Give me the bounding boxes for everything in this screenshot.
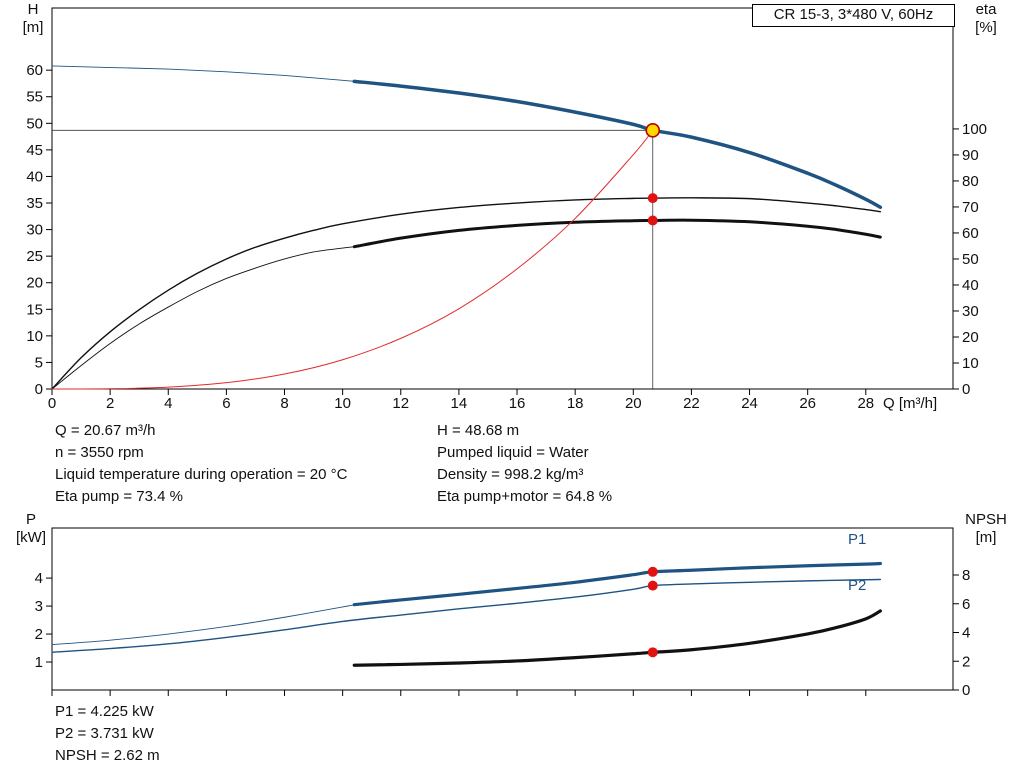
y-right-tick-label: 90 — [962, 147, 979, 164]
y-left-tick-label: 35 — [26, 195, 43, 212]
curve-p1-curve — [352, 561, 882, 607]
marker-eta-pump-motor-point — [647, 215, 658, 226]
q-axis-label: Q [m³/h] — [883, 395, 938, 412]
p-axis-label: P — [25, 511, 36, 528]
eta-axis-label: eta — [975, 1, 997, 18]
y-right-tick-label: 8 — [962, 567, 970, 584]
curve-system-curve — [51, 129, 654, 390]
pump-title-box: CR 15-3, 3*480 V, 60Hz — [752, 4, 955, 27]
info-line-density: Density = 998.2 kg/m³ — [437, 466, 584, 483]
curve-eta-pump-motor-curve — [352, 218, 882, 249]
npsh-axis-unit: [m] — [975, 529, 997, 546]
y-right-tick-label: 80 — [962, 173, 979, 190]
y-right-tick-label: 100 — [962, 121, 987, 138]
y-left-tick-label: 20 — [26, 275, 43, 292]
x-tick-label: 26 — [799, 395, 816, 412]
marker-npsh-point — [647, 647, 658, 658]
duty-info-left: Q = 20.67 m³/h n = 3550 rpm Liquid tempe… — [55, 422, 347, 510]
y-left-tick-label: 3 — [35, 598, 43, 615]
p2-curve-label: P2 — [848, 577, 867, 594]
x-tick-label: 10 — [334, 395, 351, 412]
y-left-tick-label: 40 — [26, 168, 43, 185]
x-tick-label: 28 — [857, 395, 874, 412]
y-right-tick-label: 6 — [962, 596, 970, 613]
curve-eta-pump-motor-extension — [51, 246, 355, 390]
x-tick-label: 4 — [164, 395, 172, 412]
y-left-tick-label: 4 — [35, 570, 43, 587]
duty-info-right: H = 48.68 m Pumped liquid = Water Densit… — [437, 422, 612, 510]
y-right-tick-label: 0 — [962, 682, 970, 699]
y-right-tick-label: 60 — [962, 225, 979, 242]
y-left-tick-label: 45 — [26, 142, 43, 159]
y-left-tick-label: 1 — [35, 654, 43, 671]
info-line-flow: Q = 20.67 m³/h — [55, 422, 156, 439]
x-tick-label: 16 — [509, 395, 526, 412]
x-tick-label: 20 — [625, 395, 642, 412]
p-axis-unit: [kW] — [16, 529, 46, 546]
info-line-npsh: NPSH = 2.62 m — [55, 747, 160, 764]
y-right-tick-label: 4 — [962, 625, 970, 642]
eta-axis-unit: [%] — [975, 19, 997, 36]
x-tick-label: 14 — [451, 395, 468, 412]
h-axis-label: H — [27, 1, 39, 18]
info-line-eta-pump-motor: Eta pump+motor = 64.8 % — [437, 488, 613, 505]
marker-p1-point — [647, 566, 658, 577]
x-tick-label: 2 — [106, 395, 114, 412]
info-line-liquid-temp: Liquid temperature during operation = 20… — [55, 466, 348, 483]
curve-npsh-curve — [352, 609, 882, 667]
plot-frame — [51, 7, 954, 390]
x-tick-label: 12 — [392, 395, 409, 412]
curve-p1-curve-extension — [51, 604, 355, 646]
curve-p2-curve — [51, 578, 882, 653]
info-line-speed: n = 3550 rpm — [55, 444, 144, 461]
y-right-tick-label: 10 — [962, 355, 979, 372]
y-left-tick-label: 30 — [26, 222, 43, 239]
curve-head-curve-extension — [51, 65, 355, 82]
info-line-p1: P1 = 4.225 kW — [55, 703, 154, 720]
info-line-pumped-liquid: Pumped liquid = Water — [437, 444, 589, 461]
power-info: P1 = 4.225 kW P2 = 3.731 kW NPSH = 2.62 … — [55, 703, 160, 769]
x-tick-label: 8 — [280, 395, 288, 412]
x-tick-label: 18 — [567, 395, 584, 412]
x-tick-label: 24 — [741, 395, 758, 412]
y-left-tick-label: 10 — [26, 328, 43, 345]
marker-p2-point — [647, 580, 658, 591]
y-right-tick-label: 20 — [962, 329, 979, 346]
y-left-tick-label: 55 — [26, 89, 43, 106]
x-tick-label: 6 — [222, 395, 230, 412]
y-left-tick-label: 50 — [26, 115, 43, 132]
plot-frame — [51, 527, 954, 691]
y-left-tick-label: 0 — [35, 381, 43, 398]
y-left-tick-label: 60 — [26, 62, 43, 79]
marker-duty-point — [645, 123, 661, 138]
y-left-tick-label: 5 — [35, 354, 43, 371]
y-right-tick-label: 40 — [962, 277, 979, 294]
info-line-p2: P2 = 3.731 kW — [55, 725, 154, 742]
y-right-tick-label: 2 — [962, 653, 970, 670]
y-right-tick-label: 50 — [962, 251, 979, 268]
info-line-head: H = 48.68 m — [437, 422, 520, 439]
y-left-tick-label: 2 — [35, 626, 43, 643]
y-left-tick-label: 15 — [26, 301, 43, 318]
y-right-tick-label: 70 — [962, 199, 979, 216]
y-right-tick-label: 0 — [962, 381, 970, 398]
y-right-tick-label: 30 — [962, 303, 979, 320]
info-line-eta-pump: Eta pump = 73.4 % — [55, 488, 183, 505]
p1-curve-label: P1 — [848, 531, 867, 548]
curve-head-curve — [352, 79, 883, 210]
x-tick-label: 0 — [48, 395, 56, 412]
curve-eta-pump-curve — [51, 197, 882, 390]
x-tick-label: 22 — [683, 395, 700, 412]
pump-title: CR 15-3, 3*480 V, 60Hz — [773, 6, 934, 23]
h-axis-unit: [m] — [22, 19, 44, 36]
npsh-axis-label: NPSH — [965, 511, 1007, 528]
y-left-tick-label: 25 — [26, 248, 43, 265]
marker-eta-pump-point — [647, 193, 658, 204]
